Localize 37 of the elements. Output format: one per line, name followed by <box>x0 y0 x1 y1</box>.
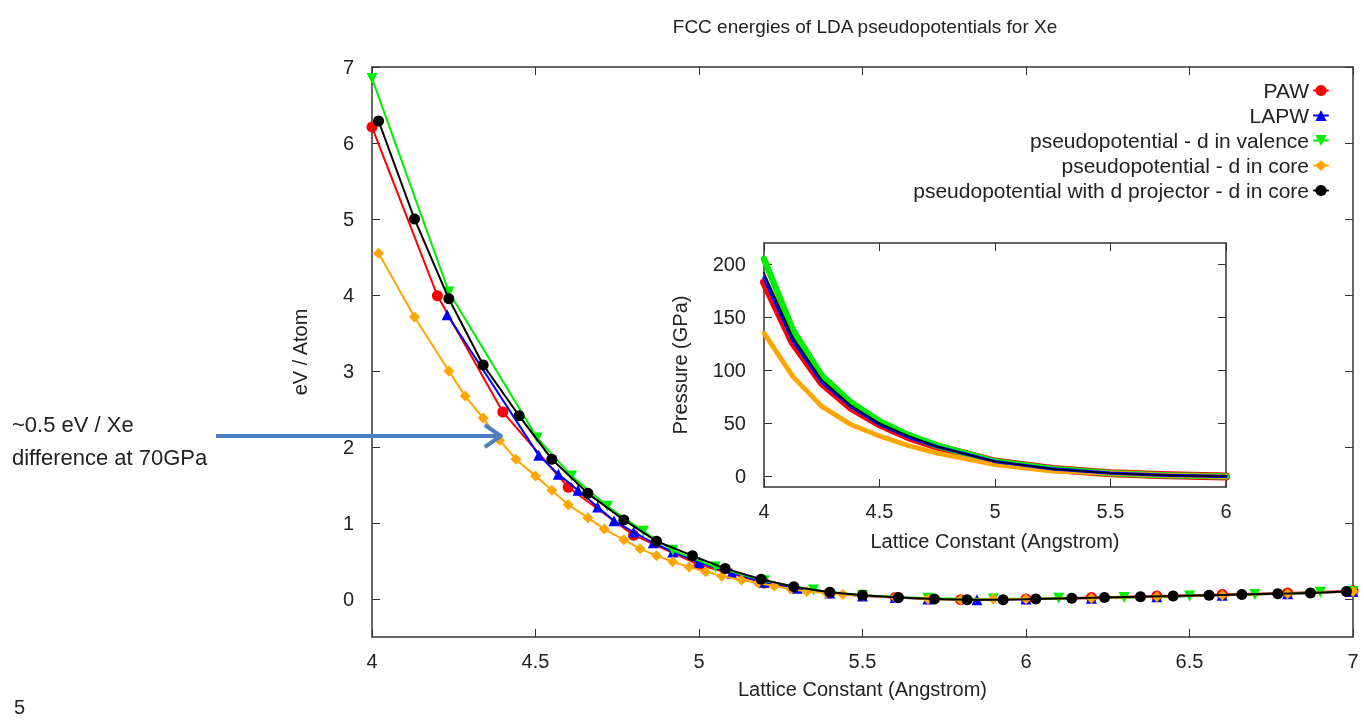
legend-label: pseudopotential with d projector - d in core <box>913 179 1309 202</box>
y-tick-label: 1 <box>342 512 354 534</box>
y-tick-label: 0 <box>342 588 354 610</box>
y-tick-label: 0 <box>734 465 746 488</box>
y-tick-label: 3 <box>342 360 354 382</box>
y-tick-label: 4 <box>342 284 354 306</box>
x-tick-label: 4 <box>366 650 378 672</box>
y-tick-label: 6 <box>342 132 354 154</box>
y-axis-title: Pressure (GPa) <box>669 295 691 435</box>
x-tick-label: 6 <box>1220 500 1232 522</box>
text: 5 <box>14 696 26 718</box>
y-axis-title: eV / Atom <box>289 308 311 396</box>
y-tick-label: 100 <box>712 359 746 382</box>
annotation: ~0.5 eV / Xe difference at 70GPa <box>12 412 209 470</box>
x-tick-label: 7 <box>1347 650 1359 672</box>
legend-label: pseudopotential - d in core <box>1061 154 1309 177</box>
x-tick-label: 6 <box>1020 650 1032 672</box>
x-tick-label: 4.5 <box>521 650 550 672</box>
x-tick-label: 6.5 <box>1175 650 1204 672</box>
x-tick-label: 5.5 <box>1096 500 1125 522</box>
y-tick-label: 5 <box>342 208 354 230</box>
x-tick-label: 4.5 <box>865 500 894 522</box>
x-tick-label: 5 <box>989 500 1001 522</box>
x-tick-label: 4 <box>758 500 770 522</box>
x-axis-title: Lattice Constant (Angstrom) <box>738 678 987 700</box>
legend-label: LAPW <box>1249 104 1310 127</box>
x-axis-title: Lattice Constant (Angstrom) <box>870 530 1120 552</box>
chart-title: FCC energies of LDA pseudopotentials for Xe <box>672 16 1058 37</box>
y-tick-label: 50 <box>723 412 746 435</box>
legend-label: pseudopotential - d in valence <box>1029 129 1309 152</box>
y-tick-label: 7 <box>342 56 354 78</box>
x-tick-label: 5 <box>693 650 705 672</box>
x-tick-label: 5.5 <box>848 650 877 672</box>
y-tick-label: 150 <box>712 306 746 329</box>
y-tick-label: 200 <box>712 253 746 276</box>
legend-label: PAW <box>1263 79 1310 102</box>
y-tick-label: 2 <box>342 436 354 458</box>
